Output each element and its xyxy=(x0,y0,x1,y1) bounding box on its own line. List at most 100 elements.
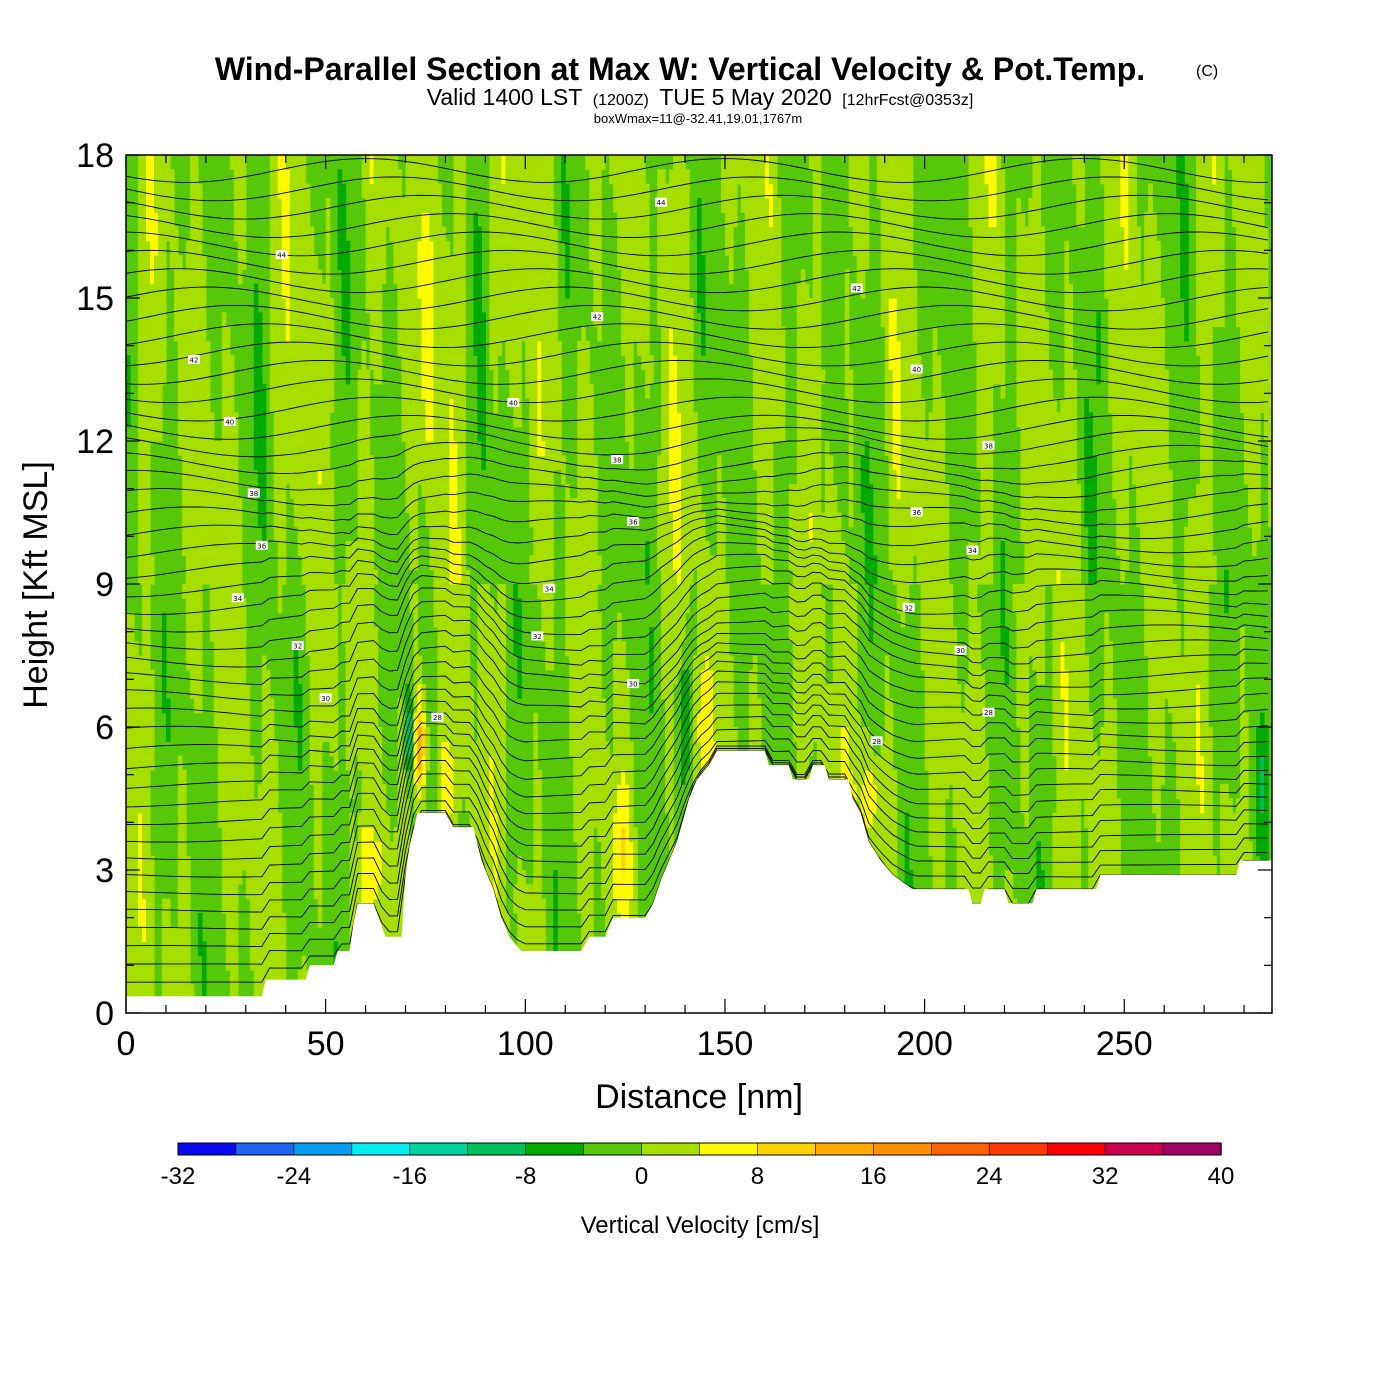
field-cell xyxy=(301,955,307,971)
field-cell xyxy=(812,255,822,270)
field-cell xyxy=(489,798,494,814)
field-cell xyxy=(1016,326,1049,342)
field-cell xyxy=(880,197,914,213)
field-cell xyxy=(126,669,155,685)
field-cell xyxy=(1140,555,1173,571)
field-cell xyxy=(661,426,670,442)
field-cell xyxy=(1108,369,1169,385)
field-cell xyxy=(126,870,139,885)
field-cell xyxy=(509,369,522,385)
field-cell xyxy=(401,426,427,442)
field-cell xyxy=(1172,727,1197,742)
field-cell xyxy=(401,383,423,399)
field-cell xyxy=(864,569,878,585)
field-cell xyxy=(597,326,602,342)
field-cell xyxy=(888,555,914,571)
field-cell xyxy=(812,269,822,285)
field-cell xyxy=(138,155,147,170)
field-cell xyxy=(892,398,902,413)
isentrope-line xyxy=(126,704,1269,878)
field-cell xyxy=(177,755,183,771)
field-cell xyxy=(561,469,566,485)
field-cell xyxy=(185,569,243,585)
field-cell xyxy=(812,526,842,542)
isentrope-line xyxy=(126,498,1269,536)
field-cell xyxy=(980,541,994,556)
field-cell xyxy=(577,426,594,442)
field-cell xyxy=(429,226,447,242)
field-cell xyxy=(289,255,319,270)
field-cell xyxy=(453,784,490,800)
field-cell xyxy=(213,684,251,699)
field-cell xyxy=(453,769,490,785)
field-cell xyxy=(625,412,634,428)
field-cell xyxy=(269,212,283,228)
field-cell xyxy=(1256,784,1261,800)
field-cell xyxy=(677,383,694,399)
field-cell xyxy=(473,340,486,356)
field-cell xyxy=(293,712,303,728)
field-cell xyxy=(884,369,894,385)
field-cell xyxy=(996,155,1002,170)
field-cell xyxy=(138,841,143,857)
field-cell xyxy=(884,326,890,342)
field-cell xyxy=(617,612,622,628)
field-cell xyxy=(461,541,466,556)
field-cell xyxy=(201,970,207,985)
field-cell xyxy=(972,298,1005,313)
field-cell xyxy=(565,283,570,299)
field-cell xyxy=(669,355,678,371)
field-cell xyxy=(1104,698,1117,714)
field-cell xyxy=(489,255,558,270)
field-cell xyxy=(657,169,666,185)
field-cell xyxy=(533,855,542,871)
field-cell xyxy=(681,526,706,542)
field-cell xyxy=(888,526,950,542)
field-cell xyxy=(449,483,458,499)
field-cell xyxy=(868,584,874,599)
field-cell xyxy=(273,526,287,542)
field-cell xyxy=(932,383,942,399)
field-cell xyxy=(309,669,339,685)
field-cell xyxy=(1212,169,1217,185)
field-cell xyxy=(573,798,618,814)
field-cell xyxy=(541,426,562,442)
field-cell xyxy=(449,741,506,757)
field-cell xyxy=(126,626,135,642)
isentrope-label-text: 44 xyxy=(277,252,286,260)
field-cell xyxy=(772,197,782,213)
field-cell xyxy=(229,984,239,1000)
field-cell xyxy=(225,941,239,957)
field-cell xyxy=(748,727,762,742)
field-cell xyxy=(1032,169,1041,185)
field-cell xyxy=(657,212,690,228)
field-cell xyxy=(253,298,259,313)
field-cell xyxy=(697,612,730,628)
field-cell xyxy=(413,641,419,657)
field-cell xyxy=(796,426,822,442)
field-cell xyxy=(185,555,243,571)
field-cell xyxy=(1144,240,1161,256)
field-cell xyxy=(433,369,466,385)
field-cell xyxy=(421,784,427,800)
field-cell xyxy=(1144,598,1177,614)
field-cell xyxy=(972,283,1005,299)
field-cell xyxy=(924,741,986,757)
field-cell xyxy=(341,584,375,599)
field-cell xyxy=(1052,841,1081,857)
field-cell xyxy=(533,755,538,771)
field-cell xyxy=(421,369,435,385)
field-cell xyxy=(1128,212,1137,228)
field-cell xyxy=(693,698,702,714)
field-cell xyxy=(657,183,690,199)
field-cell xyxy=(138,240,151,256)
field-cell xyxy=(1124,226,1129,242)
field-cell xyxy=(1180,798,1201,814)
field-cell xyxy=(681,698,690,714)
field-cell xyxy=(138,398,163,413)
field-cell xyxy=(1108,398,1169,413)
field-cell xyxy=(888,326,898,342)
field-cell xyxy=(453,169,466,185)
field-cell xyxy=(269,169,279,185)
field-cell xyxy=(1120,169,1129,185)
